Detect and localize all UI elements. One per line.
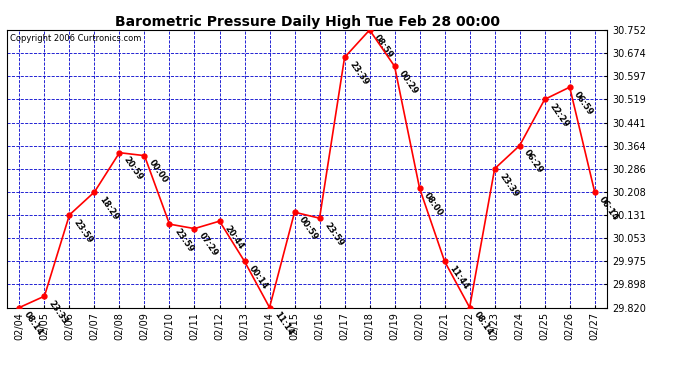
Text: 06:14: 06:14 xyxy=(598,195,620,222)
Text: 20:59: 20:59 xyxy=(122,156,145,182)
Text: 23:39: 23:39 xyxy=(497,171,520,198)
Text: 00:14: 00:14 xyxy=(247,264,270,291)
Text: 23:59: 23:59 xyxy=(72,217,95,244)
Text: 11:14: 11:14 xyxy=(273,310,295,338)
Text: 22:29: 22:29 xyxy=(547,102,570,129)
Text: 23:39: 23:39 xyxy=(347,60,370,87)
Text: 08:00: 08:00 xyxy=(422,191,445,218)
Text: 06:29: 06:29 xyxy=(522,148,545,175)
Text: 07:29: 07:29 xyxy=(197,231,220,258)
Text: 23:59: 23:59 xyxy=(322,221,345,248)
Text: 08:14: 08:14 xyxy=(22,310,45,337)
Text: 00:29: 00:29 xyxy=(397,69,420,96)
Text: 18:29: 18:29 xyxy=(97,195,120,222)
Text: 06:59: 06:59 xyxy=(573,90,595,117)
Text: 00:00: 00:00 xyxy=(147,158,170,185)
Text: 23:33: 23:33 xyxy=(47,299,70,326)
Text: 00:59: 00:59 xyxy=(297,215,320,242)
Text: 11:44: 11:44 xyxy=(447,264,470,291)
Text: 08:59: 08:59 xyxy=(373,33,395,60)
Text: 08:14: 08:14 xyxy=(473,310,495,337)
Text: 20:44: 20:44 xyxy=(222,224,245,251)
Text: Copyright 2006 Curtronics.com: Copyright 2006 Curtronics.com xyxy=(10,34,141,43)
Text: 23:59: 23:59 xyxy=(172,227,195,254)
Title: Barometric Pressure Daily High Tue Feb 28 00:00: Barometric Pressure Daily High Tue Feb 2… xyxy=(115,15,500,29)
